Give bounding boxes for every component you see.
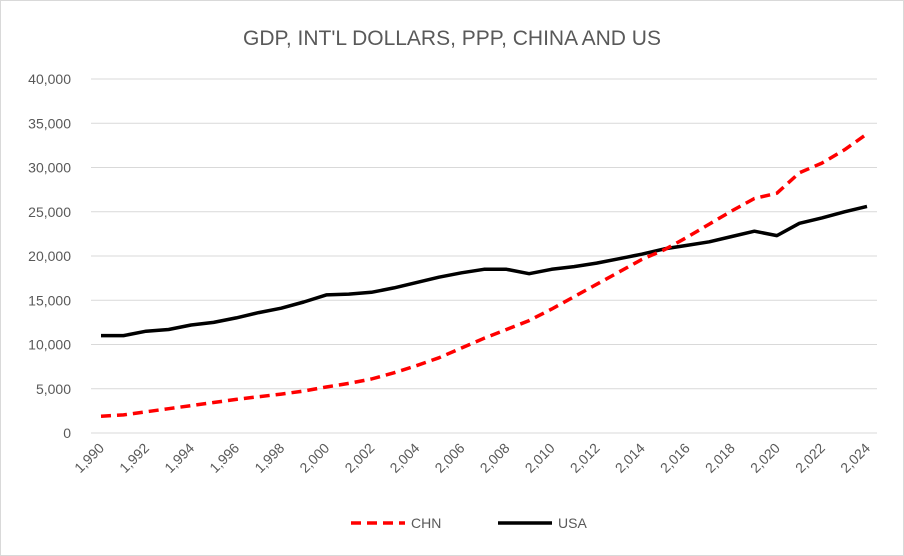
series-lines (100, 132, 869, 418)
x-tick-label: 1,994 (161, 440, 197, 476)
x-tick-label: 2,014 (612, 440, 648, 476)
x-tick-label: 2,022 (792, 440, 828, 476)
legend-label-chn: CHN (411, 515, 441, 531)
x-tick-label: 2,016 (657, 440, 693, 476)
x-tick-label: 1,998 (251, 440, 287, 476)
gridlines (91, 78, 877, 434)
y-tick-label: 10,000 (28, 337, 71, 353)
chart-title: GDP, INT'L DOLLARS, PPP, CHINA AND US (243, 27, 661, 50)
x-tick-label: 2,012 (567, 440, 603, 476)
y-tick-label: 20,000 (28, 248, 71, 264)
x-tick-label: 2,020 (747, 440, 783, 476)
y-tick-label: 15,000 (28, 292, 71, 308)
x-tick-label: 2,006 (431, 440, 467, 476)
x-tick-label: 2,008 (477, 440, 513, 476)
y-tick-label: 0 (63, 425, 71, 441)
x-tick-label: 2,010 (522, 440, 558, 476)
y-tick-label: 5,000 (36, 381, 71, 397)
x-tick-label: 1,996 (206, 440, 242, 476)
y-tick-label: 35,000 (28, 115, 71, 131)
x-tick-label: 1,990 (71, 440, 107, 476)
series-line-chn (100, 132, 869, 418)
x-tick-label: 2,000 (296, 440, 332, 476)
x-tick-label: 2,018 (702, 440, 738, 476)
x-tick-label: 2,002 (341, 440, 377, 476)
y-tick-label: 30,000 (28, 160, 71, 176)
x-axis-ticks: 1,990 1,992 1,994 1,996 1,998 2,000 2,002 2,004… (71, 440, 873, 476)
legend-label-usa: USA (558, 515, 587, 531)
y-axis-ticks: 0 5,000 10,000 15,000 20,000 25,000 30,000 35,0… (28, 71, 71, 441)
x-tick-label: 2,004 (386, 440, 422, 476)
y-tick-label: 25,000 (28, 204, 71, 220)
x-tick-label: 2,024 (837, 440, 873, 476)
y-tick-label: 40,000 (28, 71, 71, 87)
series-line-usa (101, 204, 868, 338)
legend: CHN USA (351, 515, 587, 531)
x-tick-label: 1,992 (116, 440, 152, 476)
